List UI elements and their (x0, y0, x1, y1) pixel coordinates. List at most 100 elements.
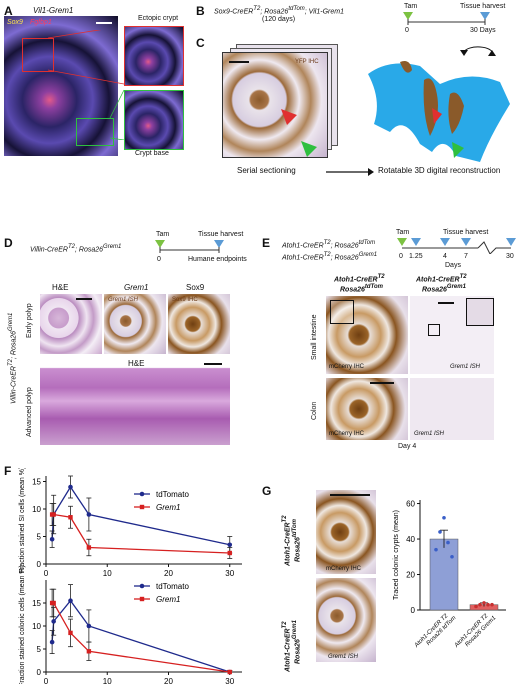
col-sox9: Sox9 (186, 283, 205, 292)
inset-crypt-base-label: Crypt base (135, 150, 169, 157)
series-line (51, 599, 230, 673)
tam-triangle (403, 12, 413, 20)
e-harvest-label: Tissue harvest (443, 229, 489, 236)
y-tick-label: 0 (37, 560, 42, 569)
panel-a-title: Vil1-Grem1 (33, 6, 74, 15)
grem1-ish-label: Grem1 ISH (414, 431, 445, 437)
inset-connector-lines (47, 30, 125, 140)
y-axis-label: Fraction stained colonic cells (mean %) (19, 565, 26, 684)
e-col1-header-a: Atoh1-CreERT2 (334, 274, 385, 283)
genotype-part: ; Rosa26 (75, 246, 104, 254)
b-tam-label: Tam (404, 3, 418, 10)
genotype-part: Atoh1-CreER (282, 242, 324, 250)
genotype-part: ; Vil1-Grem1 (304, 8, 344, 16)
green-arrow-icon (301, 141, 317, 157)
harvest-triangle (461, 238, 471, 246)
genotype-sup: T2 (68, 244, 76, 250)
genotype-part: Rosa26 (422, 286, 447, 294)
b-harvest-label: Tissue harvest (460, 3, 506, 10)
harvest-triangle (440, 238, 450, 246)
e-tam-label: Tam (396, 229, 410, 236)
legend-marker (139, 583, 145, 589)
e-tick-4: 30 (506, 253, 514, 260)
legend-marker (139, 596, 145, 602)
e-timeline (397, 238, 516, 254)
y-tick-label: 15 (32, 599, 41, 608)
chart-colon: 0 5 10 15 0 10 20 30 Fraction stained colonic ce… (19, 565, 242, 684)
x-tick-label: 20 (164, 569, 173, 578)
tam-triangle (397, 238, 407, 246)
genotype-sup: Grem1 (358, 252, 378, 258)
d-t0: 0 (157, 256, 161, 263)
data-point (51, 600, 56, 606)
panel-c-label: C (196, 36, 205, 50)
inset-crypt-base-image (124, 90, 184, 150)
genotype-part: Atoh1-CreER (282, 254, 324, 262)
b-t0: 0 (405, 27, 409, 34)
y-axis-label: Fraction stained SI cells (mean %) (19, 468, 26, 573)
scale-bar (330, 494, 370, 496)
legend-label: tdTomato (156, 490, 189, 499)
e-col2-header-b: Rosa26Grem1 (422, 284, 466, 293)
legend-marker (139, 504, 145, 510)
e-colon-mcherry-image: mCherry IHC (326, 378, 408, 440)
data-point (482, 601, 486, 605)
harvest-triangle (411, 238, 421, 246)
early-polyp-grem1-image: Grem1 ISH (104, 294, 166, 354)
genotype-part: Atoh1-CreER (284, 522, 292, 566)
data-point (227, 669, 232, 675)
col-he: H&E (52, 283, 69, 292)
serial-sectioning-label: Serial sectioning (237, 166, 296, 175)
row-advanced-polyp: Advanced polyp (26, 387, 33, 437)
e-tick-0: 0 (399, 253, 403, 260)
panel-d-genotype: Villin-CreERT2; Rosa26Grem1 (30, 244, 121, 253)
data-point (49, 639, 55, 645)
y-tick-label: 40 (406, 535, 415, 544)
genotype-sup: T2 (253, 6, 261, 12)
harvest-triangle (214, 240, 224, 248)
genotype-sup: T2 (323, 240, 331, 246)
genotype-part: ; Rosa26 (330, 242, 359, 250)
e-genotype-2: Atoh1-CreERT2; Rosa26Grem1 (282, 252, 377, 261)
data-point (68, 630, 73, 636)
genotype-sup: T2 (459, 274, 467, 280)
y-axis-label: Traced colonic crypts (mean) (393, 510, 400, 600)
scale-bar (370, 382, 394, 384)
y-tick-label: 15 (32, 478, 41, 487)
e-col1-header-b: Rosa26tdTom (340, 284, 383, 293)
x-tick-label: 20 (164, 677, 173, 684)
data-point (86, 649, 92, 654)
yfp-ihc-label: YFP IHC (295, 59, 319, 65)
e-tick-2: 4 (443, 253, 447, 260)
roi-box-green (76, 118, 114, 146)
data-point (227, 542, 233, 548)
mcherry-ihc-label: mCherry IHC (329, 364, 365, 370)
scale-bar (438, 302, 454, 304)
panel-b-genotype: Sox9-CreERT2; Rosa26tdTom; Vil1-Grem1 (214, 6, 344, 15)
series-line (52, 602, 230, 673)
reconstruction-3d (368, 46, 510, 163)
he-label-advanced: H&E (128, 359, 145, 368)
inset-box (330, 300, 354, 324)
data-point (86, 512, 92, 517)
genotype-part: Atoh1-CreER (334, 276, 378, 284)
y-tick-label: 5 (37, 533, 42, 542)
sox9-ihc-label: Sox9 IHC (172, 297, 198, 303)
b-t1: 30 Days (470, 27, 496, 34)
genotype-part: Rosa26 (340, 286, 365, 294)
genotype-part: Villin-CreER (10, 366, 18, 404)
y-tick-label: 10 (32, 505, 41, 514)
data-point (86, 545, 92, 550)
g-mcherry-image: mCherry IHC (316, 490, 376, 574)
genotype-sup: T2 (377, 274, 385, 280)
data-point (68, 598, 73, 603)
red-arrow-icon (281, 109, 297, 125)
e-si-mcherry-image: mCherry IHC (326, 296, 408, 374)
panel-g-label: G (262, 484, 272, 498)
data-point (49, 536, 55, 542)
x-tick-label: 0 (44, 569, 49, 578)
d-timeline (155, 240, 224, 253)
genotype-part: Atoh1-CreER (416, 276, 460, 284)
genotype-part: ; Rosa26 (10, 330, 18, 359)
red-arrow-icon (432, 108, 442, 124)
